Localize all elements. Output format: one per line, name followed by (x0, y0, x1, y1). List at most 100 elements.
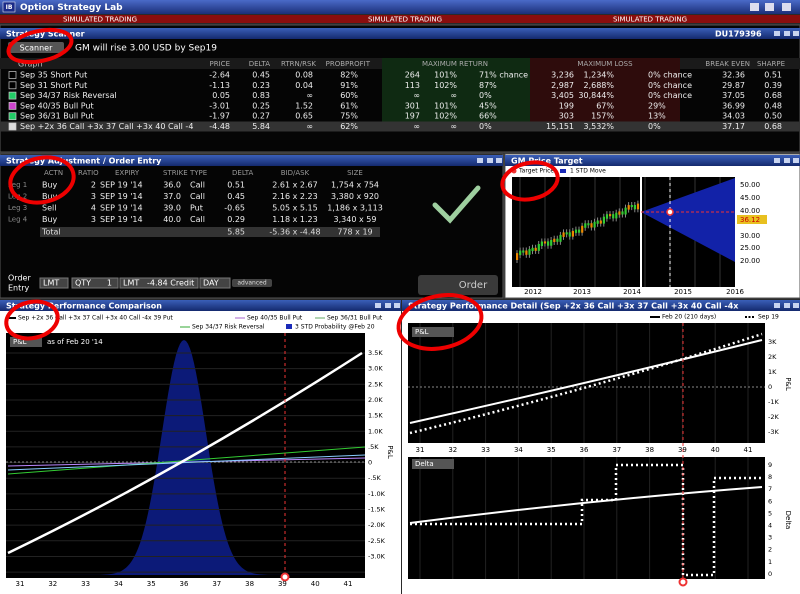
candle (605, 214, 609, 219)
cell: 2,688% (583, 81, 614, 90)
delta-expiry-line (410, 463, 762, 577)
column-header: ACTN (44, 169, 63, 177)
y-label: 3K (768, 338, 777, 346)
row-checkbox (8, 112, 17, 121)
strategy-name[interactable]: Sep 34/37 Risk Reversal (20, 91, 117, 100)
order-field-text[interactable]: LMT (123, 279, 139, 288)
dropdown-text[interactable]: Delta (415, 460, 434, 468)
y-label: 36.12 (740, 216, 760, 224)
leg-cell: 0.51 (227, 181, 245, 190)
panel-header (505, 155, 800, 166)
dropdown-text[interactable]: P&L (415, 328, 429, 336)
leg-cell: 3 (91, 192, 96, 201)
order-field (119, 277, 199, 289)
cell: ∞ (306, 122, 313, 131)
candle (525, 250, 528, 255)
legend-text: Target Price (518, 168, 554, 175)
cell: ∞ (306, 91, 313, 100)
leg-cell: 40.0 (163, 215, 181, 224)
candle (578, 229, 581, 233)
candle (584, 223, 587, 228)
legend-text: Sep 19 (758, 314, 779, 321)
window-button (774, 31, 780, 36)
y-label: -3K (768, 428, 779, 436)
x-label: 41 (744, 446, 753, 454)
advanced-text[interactable]: advanced (237, 280, 267, 287)
cell: 30,844% (578, 91, 614, 100)
cell: 101% (434, 101, 457, 110)
y-label: 1.5K (368, 412, 383, 420)
candle (528, 249, 531, 255)
order-button-text[interactable]: Order (459, 280, 488, 291)
x-label: 34 (514, 446, 523, 454)
strategy-name[interactable]: Sep 40/35 Bull Put (20, 101, 94, 110)
cell: 32.36 (722, 71, 745, 80)
strategy-name[interactable]: Sep 35 Short Put (20, 71, 87, 80)
panel-title: Strategy Scanner (6, 30, 85, 39)
cell: 113 (405, 81, 420, 90)
strategy-name[interactable]: Sep 36/31 Bull Put (20, 112, 94, 121)
price-value[interactable]: -4.84 Credit (147, 279, 194, 288)
cell: 0.68 (764, 91, 782, 100)
y-label: 45.00 (740, 194, 760, 202)
sim-banner (0, 15, 800, 23)
panel-title: Strategy Adjustment / Order Entry (6, 157, 162, 166)
panel-title: Strategy Performance Comparison (6, 302, 162, 311)
y-label: -3.0K (368, 552, 386, 560)
order-field-text[interactable]: DAY (203, 279, 219, 288)
leg-cell: Call (190, 181, 205, 190)
y-axis-title: P&L (784, 377, 792, 391)
dropdown (10, 337, 42, 347)
x-label: 41 (344, 580, 353, 588)
candle (596, 220, 599, 224)
candle (516, 253, 519, 260)
candle (571, 230, 574, 237)
leg-cell: 5.05 x 5.15 (272, 204, 317, 213)
x-label: 2012 (524, 288, 542, 296)
delta-line (409, 486, 763, 524)
candle (519, 250, 522, 256)
cell: 0% (479, 122, 492, 131)
annotation-circle (500, 160, 560, 202)
cell: 3,532% (583, 122, 614, 131)
cell: 0% chance (648, 71, 692, 80)
leg-cell: 2 (91, 181, 96, 190)
scanner-query: GM will rise 3.00 USD by Sep19 (75, 44, 217, 54)
y-label: 5 (768, 509, 772, 517)
leg-cell: Buy (42, 215, 58, 224)
order-field-text[interactable]: QTY (75, 279, 91, 288)
cell: ∞ (413, 122, 420, 131)
panel-header (0, 155, 503, 166)
total-label: Total (41, 228, 61, 237)
legend-text: Sep 34/37 Risk Reversal (192, 324, 265, 331)
scanner-button-text[interactable]: Scanner (20, 44, 53, 53)
order-entry-label: Entry (8, 284, 30, 293)
candle (537, 244, 540, 251)
cell: 91% (340, 81, 358, 90)
std-cone (641, 178, 735, 262)
panel-title: Strategy Performance Detail (Sep +2x 36 … (408, 302, 739, 311)
leg-cell: SEP 19 '14 (100, 204, 143, 213)
cell: 0.51 (764, 71, 782, 80)
dropdown-text[interactable]: P&L (13, 338, 27, 346)
column-header: BREAK EVEN (705, 60, 750, 68)
candle (559, 234, 562, 242)
candle (543, 241, 547, 244)
candle (624, 207, 627, 215)
y-label: 30.00 (740, 232, 760, 240)
strategy-name[interactable]: Sep +2x 36 Call +3x 37 Call +3x 40 Call … (20, 122, 193, 131)
total-cell: -5.36 x -4.48 (269, 228, 320, 237)
cell: 199 (559, 101, 574, 110)
legend-text: Feb 20 (210 days) (662, 314, 716, 321)
cell: 60% (340, 91, 358, 100)
account-id: DU179396 (715, 30, 762, 39)
y-label: 9 (768, 461, 772, 469)
leg-cell: 1,186 x 3,113 (327, 204, 383, 213)
x-label: 36 (180, 580, 189, 588)
order-field-text[interactable]: LMT (43, 279, 59, 288)
window-button (774, 303, 780, 308)
window-control (750, 3, 759, 11)
pnl-line (7, 351, 363, 555)
qty-value[interactable]: 1 (107, 279, 112, 288)
strategy-name[interactable]: Sep 31 Short Put (20, 81, 87, 90)
